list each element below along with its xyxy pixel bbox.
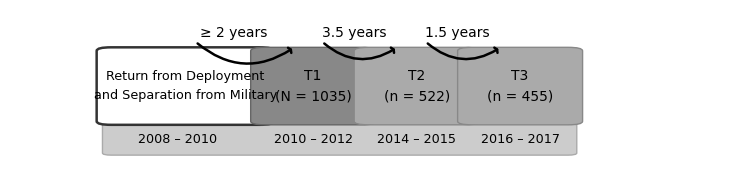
Text: T1
(N = 1035): T1 (N = 1035) [274,69,352,103]
FancyBboxPatch shape [251,47,376,125]
Text: 3.5 years: 3.5 years [322,25,386,40]
FancyBboxPatch shape [458,47,583,125]
Text: T3
(n = 455): T3 (n = 455) [487,69,554,103]
Text: 2014 – 2015: 2014 – 2015 [377,133,457,146]
Text: Return from Deployment
and Separation from Military: Return from Deployment and Separation fr… [94,70,277,102]
Text: 2010 – 2012: 2010 – 2012 [274,133,353,146]
Text: 1.5 years: 1.5 years [425,25,490,40]
FancyBboxPatch shape [97,47,274,125]
Text: T2
(n = 522): T2 (n = 522) [383,69,450,103]
Text: 2016 – 2017: 2016 – 2017 [481,133,560,146]
FancyBboxPatch shape [103,123,577,155]
Text: ≥ 2 years: ≥ 2 years [200,25,267,40]
FancyBboxPatch shape [354,47,479,125]
Text: 2008 – 2010: 2008 – 2010 [139,133,218,146]
